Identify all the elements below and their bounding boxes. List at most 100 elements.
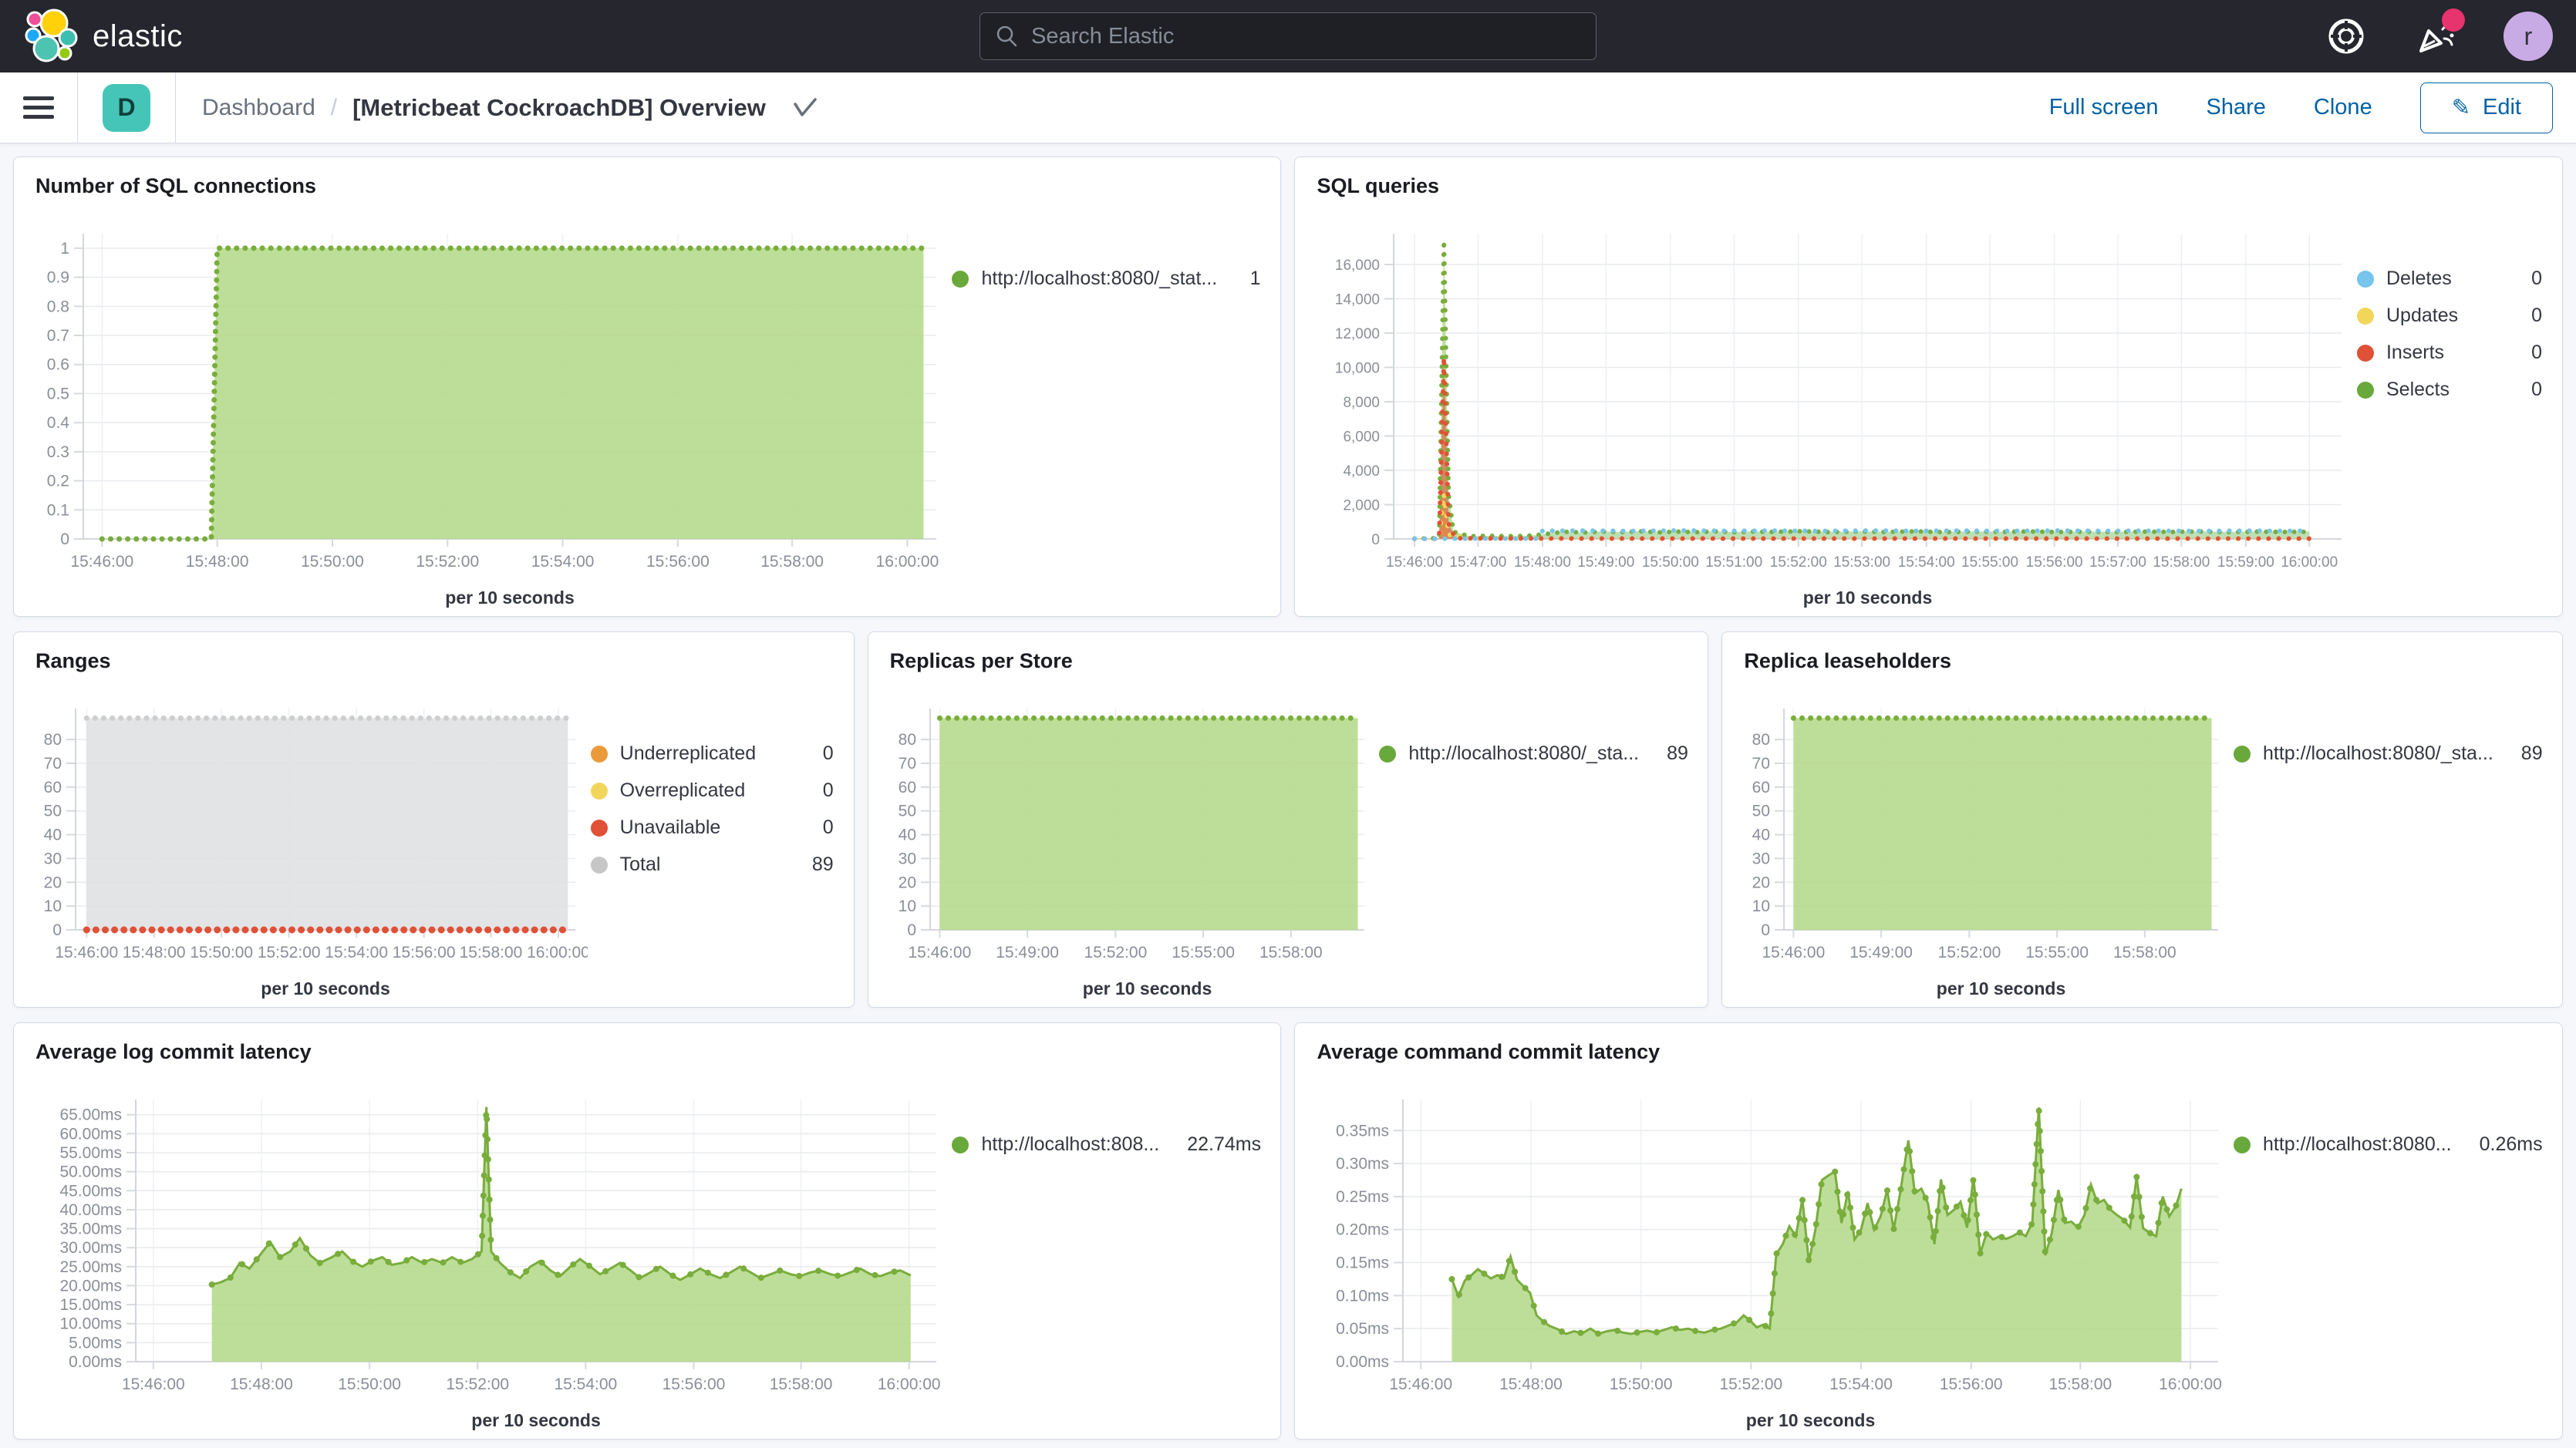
svg-text:14,000: 14,000	[1335, 292, 1380, 308]
svg-text:10: 10	[1752, 897, 1770, 915]
search-icon	[996, 25, 1019, 48]
legend-item[interactable]: http://localhost:8080...0.26ms	[2234, 1133, 2542, 1156]
legend-series-value: 0	[808, 817, 834, 839]
panel-sql-queries: SQL queries15:46:0015:47:0015:48:0015:49…	[1294, 157, 2563, 617]
full-screen-button[interactable]: Full screen	[2049, 95, 2159, 120]
svg-text:0.10ms: 0.10ms	[1337, 1287, 1390, 1305]
pencil-icon: ✎	[2452, 94, 2470, 121]
breadcrumb-separator: /	[331, 95, 337, 121]
svg-text:35.00ms: 35.00ms	[59, 1221, 122, 1238]
svg-text:0: 0	[907, 921, 916, 939]
svg-text:80: 80	[44, 731, 62, 749]
svg-text:15:46:00: 15:46:00	[55, 944, 118, 961]
panel-avg-command-commit-latency: Average command commit latency15:46:0015…	[1294, 1022, 2563, 1440]
svg-text:15:55:00: 15:55:00	[2026, 944, 2089, 961]
legend-item[interactable]: Deletes0	[2357, 268, 2542, 290]
svg-text:15:58:00: 15:58:00	[460, 944, 523, 961]
svg-text:15:48:00: 15:48:00	[123, 944, 186, 961]
svg-text:65.00ms: 65.00ms	[59, 1106, 122, 1124]
panel-avg-log-commit-latency: Average log commit latency15:46:0015:48:…	[13, 1022, 1281, 1440]
title-caret-icon[interactable]	[792, 96, 818, 120]
legend-item[interactable]: http://localhost:8080/_sta...89	[2234, 743, 2542, 765]
dashboard-app-badge[interactable]: D	[103, 84, 150, 132]
svg-text:15:56:00: 15:56:00	[663, 1376, 726, 1393]
svg-text:15:46:00: 15:46:00	[1762, 944, 1826, 961]
breadcrumb-dashboard-link[interactable]: Dashboard	[202, 95, 315, 121]
elastic-logo[interactable]: elastic	[23, 6, 183, 66]
svg-text:0.3: 0.3	[47, 443, 69, 461]
chart-avg-log-commit-latency: 15:46:0015:48:0015:50:0015:52:0015:54:00…	[14, 1066, 949, 1439]
svg-text:0.00ms: 0.00ms	[69, 1353, 122, 1371]
svg-text:1: 1	[60, 240, 69, 258]
share-button[interactable]: Share	[2207, 95, 2266, 120]
legend-item[interactable]: Total89	[591, 854, 834, 876]
legend-item[interactable]: Updates0	[2357, 305, 2542, 327]
svg-text:0.35ms: 0.35ms	[1337, 1122, 1390, 1140]
main-menu-button[interactable]	[0, 72, 77, 143]
svg-text:15:48:00: 15:48:00	[1514, 554, 1571, 571]
panel-title-replicas-per-store: Replicas per Store	[868, 632, 1708, 675]
legend-item[interactable]: Underreplicated0	[591, 743, 834, 765]
legend-item[interactable]: http://localhost:8080/_sta... 89	[1379, 743, 1688, 765]
svg-text:15:47:00: 15:47:00	[1450, 554, 1507, 571]
logo-wordmark: elastic	[93, 19, 183, 54]
legend-item[interactable]: http://localhost:808...22.74ms	[952, 1133, 1260, 1156]
panel-title-avg-command-commit-latency: Average command commit latency	[1295, 1023, 2562, 1066]
svg-text:60.00ms: 60.00ms	[59, 1125, 122, 1143]
notification-badge	[2442, 8, 2465, 32]
legend-series-dot-icon	[2357, 308, 2374, 325]
svg-text:per 10 seconds: per 10 seconds	[1937, 978, 2065, 998]
svg-text:15:58:00: 15:58:00	[2113, 944, 2176, 961]
chart-ranges: 15:46:0015:48:0015:50:0015:52:0015:54:00…	[14, 675, 588, 1007]
svg-text:16:00:00: 16:00:00	[878, 1376, 941, 1393]
legend-series-dot-icon	[591, 746, 608, 763]
search-input[interactable]	[1031, 24, 1580, 49]
legend-item[interactable]: Inserts0	[2357, 342, 2542, 364]
legend-series-label: Unavailable	[620, 817, 721, 839]
legend-item[interactable]: Selects 0	[2357, 379, 2542, 401]
svg-text:55.00ms: 55.00ms	[59, 1144, 122, 1162]
legend-avg-log-commit-latency: http://localhost:808...22.74ms	[949, 1066, 1280, 1439]
legend-sql-queries: Deletes0 Updates0 Inserts0 Selects 0	[2354, 200, 2562, 616]
svg-text:per 10 seconds: per 10 seconds	[1803, 588, 1932, 608]
legend-replicas-per-store: http://localhost:8080/_sta... 89	[1376, 675, 1708, 1007]
svg-text:15:59:00: 15:59:00	[2217, 554, 2274, 571]
svg-text:15:50:00: 15:50:00	[190, 944, 253, 961]
svg-text:0.8: 0.8	[47, 298, 69, 315]
legend-series-label: Selects	[2386, 379, 2450, 401]
legend-series-value: 89	[1651, 743, 1688, 765]
legend-series-value: 89	[2506, 743, 2543, 765]
svg-text:15:57:00: 15:57:00	[2089, 554, 2146, 571]
svg-text:15.00ms: 15.00ms	[59, 1296, 122, 1314]
clone-button[interactable]: Clone	[2314, 95, 2372, 120]
svg-text:15:52:00: 15:52:00	[416, 553, 479, 571]
svg-text:0.20ms: 0.20ms	[1337, 1221, 1390, 1239]
svg-text:15:53:00: 15:53:00	[1834, 554, 1891, 571]
legend-series-value: 0	[2516, 342, 2542, 364]
svg-text:10.00ms: 10.00ms	[59, 1315, 122, 1333]
chart-replicas-per-store: 15:46:0015:49:0015:52:0015:55:0015:58:00…	[868, 675, 1377, 1007]
legend-series-dot-icon	[2357, 345, 2374, 362]
legend-series-value: 0	[2516, 379, 2542, 401]
legend-series-label: http://localhost:8080/_sta...	[1408, 743, 1639, 765]
user-avatar[interactable]: r	[2504, 12, 2553, 61]
edit-button[interactable]: ✎ Edit	[2420, 83, 2553, 133]
legend-item[interactable]: Overreplicated0	[591, 780, 834, 802]
help-button[interactable]	[2325, 15, 2368, 58]
svg-text:12,000: 12,000	[1335, 326, 1380, 342]
svg-text:15:58:00: 15:58:00	[2049, 1376, 2112, 1393]
elastic-logo-icon	[23, 6, 79, 66]
svg-text:15:54:00: 15:54:00	[1898, 554, 1955, 571]
legend-item[interactable]: http://localhost:8080/_stat...1	[952, 268, 1260, 290]
svg-text:0.5: 0.5	[47, 385, 69, 402]
legend-series-dot-icon	[2234, 746, 2251, 763]
svg-text:4,000: 4,000	[1344, 463, 1381, 480]
svg-text:50.00ms: 50.00ms	[59, 1163, 122, 1181]
global-search[interactable]	[979, 12, 1597, 60]
news-feed-button[interactable]	[2414, 15, 2457, 58]
svg-text:20: 20	[1752, 874, 1770, 891]
legend-replica-leaseholders: http://localhost:8080/_sta...89	[2230, 675, 2562, 1007]
breadcrumb: Dashboard / [Metricbeat CockroachDB] Ove…	[176, 94, 818, 122]
legend-item[interactable]: Unavailable 0	[591, 817, 834, 839]
svg-text:20.00ms: 20.00ms	[59, 1277, 122, 1295]
